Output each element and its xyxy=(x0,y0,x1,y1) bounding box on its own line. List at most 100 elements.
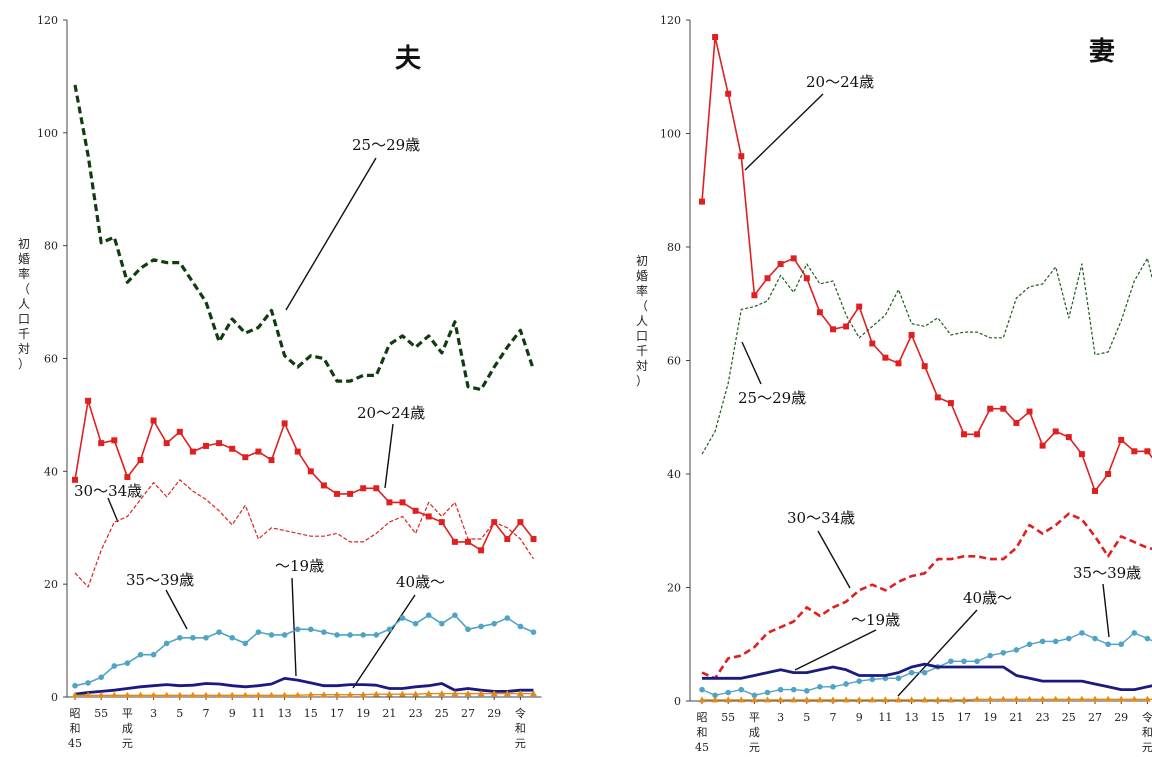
data-point xyxy=(294,626,301,633)
husband-y-tick-label: 100 xyxy=(37,127,58,140)
data-point xyxy=(321,629,327,635)
wife-y-tick-label: 120 xyxy=(660,14,681,27)
data-point xyxy=(973,695,981,702)
data-point xyxy=(777,261,784,268)
data-point xyxy=(895,696,902,703)
data-point xyxy=(491,620,498,627)
data-point xyxy=(451,538,458,545)
data-point xyxy=(503,690,511,697)
husband-title: 夫 xyxy=(395,44,422,74)
wife-annotations: 20〜24歳 25〜29歳 30〜34歳 35〜39歳 〜19歳 40歳〜 xyxy=(738,73,1141,697)
data-point xyxy=(869,340,876,347)
data-point xyxy=(816,309,823,316)
data-point xyxy=(360,632,367,638)
data-point xyxy=(764,689,771,696)
data-point xyxy=(1130,695,1138,702)
data-point xyxy=(974,658,980,665)
data-point xyxy=(1026,695,1033,702)
data-point xyxy=(137,651,144,658)
data-point xyxy=(386,499,393,506)
data-point xyxy=(190,634,196,641)
data-point xyxy=(517,623,524,630)
wife-x-tick-label: 55 xyxy=(721,711,735,724)
husband-x-tick-label: 3 xyxy=(150,707,157,720)
data-point xyxy=(882,354,889,361)
husband-series-s3539 xyxy=(72,612,537,689)
data-point xyxy=(504,615,511,621)
data-point xyxy=(281,691,289,698)
data-point xyxy=(241,691,249,698)
wife-x-tick-label: 23 xyxy=(1036,711,1050,724)
wife-series-w2024 xyxy=(699,34,1152,495)
husband-line-s2024 xyxy=(74,399,535,552)
data-point xyxy=(451,690,459,697)
data-point xyxy=(347,632,353,638)
data-point xyxy=(751,292,758,299)
data-point xyxy=(229,445,236,452)
husband-x-tick-label: 25 xyxy=(435,707,449,720)
husband-x-tick-label: 13 xyxy=(278,707,292,720)
annotation-30-34: 30〜34歳 xyxy=(74,482,142,500)
data-point xyxy=(307,691,315,698)
data-point xyxy=(137,691,144,698)
data-point xyxy=(738,153,745,160)
data-point xyxy=(1026,641,1033,648)
husband-y-tick-label: 60 xyxy=(44,353,58,366)
data-point xyxy=(504,536,511,543)
wife-panel: 妻 初婚率（人口千対） 20〜24歳 25〜29歳 30〜34歳 35〜39歳 … xyxy=(636,14,1152,754)
husband-x-tick-label: 15 xyxy=(304,707,318,720)
wife-y-tick-label: 80 xyxy=(667,241,681,254)
husband-x-tick-label: 27 xyxy=(461,707,475,720)
data-point xyxy=(150,691,158,698)
data-point xyxy=(803,696,811,703)
data-point xyxy=(203,634,209,641)
data-point xyxy=(150,651,157,658)
data-point xyxy=(123,691,131,698)
wife-y-tick-label: 60 xyxy=(667,355,681,368)
wife-x-tick-label: 3 xyxy=(777,711,784,724)
annotation-w-25-29: 25〜29歳 xyxy=(738,389,806,407)
husband-panel: 夫 初婚率（人口千対） 25〜29歳 20〜24歳 30〜34歳 35〜39歳 … xyxy=(18,14,542,750)
data-point xyxy=(412,690,420,697)
data-point xyxy=(268,632,275,638)
data-point xyxy=(242,454,249,461)
data-point xyxy=(947,696,955,703)
data-point xyxy=(1000,649,1007,656)
data-point xyxy=(72,682,78,689)
data-point xyxy=(320,482,327,489)
data-point xyxy=(1092,488,1098,495)
data-point xyxy=(803,275,810,282)
data-point xyxy=(359,691,367,698)
data-point xyxy=(111,663,118,669)
husband-line-s3034 xyxy=(74,479,535,588)
data-point xyxy=(189,691,197,698)
husband-x-tick-label: 23 xyxy=(409,707,423,720)
husband-x-tick-label: 29 xyxy=(487,707,501,720)
data-point xyxy=(477,690,485,697)
wife-x-tick-label: 27 xyxy=(1088,711,1102,724)
wife-x-tick-label: 29 xyxy=(1114,711,1128,724)
data-point xyxy=(1052,638,1059,645)
data-point xyxy=(110,691,118,698)
data-point xyxy=(1066,635,1072,642)
data-point xyxy=(98,674,104,681)
data-point xyxy=(698,696,706,703)
wife-x-tick-label: 17 xyxy=(957,711,971,724)
data-point xyxy=(1143,695,1151,702)
data-point xyxy=(347,490,354,497)
data-point xyxy=(986,695,994,702)
data-point xyxy=(737,696,745,703)
data-point xyxy=(464,690,472,697)
wife-x-tick-label: 19 xyxy=(983,711,997,724)
wife-y-tick-label: 20 xyxy=(667,582,681,595)
husband-axes: 0 20 40 60 80 100 120 昭和 45 55 平成元 3 5 7 9 11 13 15 17 19 21… xyxy=(37,14,542,750)
wife-x-tick-label: 21 xyxy=(1009,711,1023,724)
husband-x-tick-label: 21 xyxy=(382,707,396,720)
data-point xyxy=(465,538,471,545)
husband-x-tick-label: 平成元 xyxy=(122,707,133,750)
data-point xyxy=(1092,635,1098,642)
data-point xyxy=(750,696,758,703)
data-point xyxy=(452,612,458,618)
data-point xyxy=(530,536,537,543)
data-point xyxy=(1118,641,1124,648)
